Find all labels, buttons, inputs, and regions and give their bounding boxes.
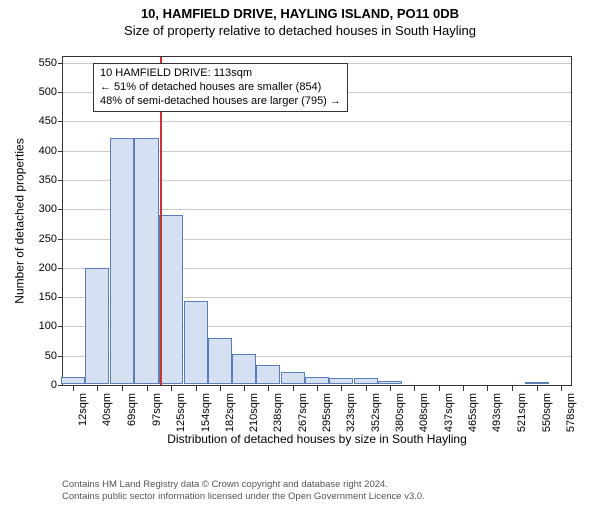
y-tick-label: 500 — [17, 86, 57, 98]
footer-line1: Contains HM Land Registry data © Crown c… — [62, 479, 425, 490]
histogram-bar — [305, 377, 329, 384]
x-tick-label: 12sqm — [77, 393, 89, 426]
histogram-bar — [525, 382, 549, 384]
y-tick-label: 0 — [17, 379, 57, 391]
gridline — [63, 121, 571, 122]
histogram-bar — [110, 138, 134, 384]
y-tick — [58, 121, 63, 122]
y-tick-label: 150 — [17, 291, 57, 303]
annotation-line1: 10 HAMFIELD DRIVE: 113sqm — [100, 67, 341, 81]
histogram-bar — [184, 301, 208, 384]
y-tick — [58, 356, 63, 357]
x-tick-label: 97sqm — [151, 393, 163, 426]
x-tick — [317, 386, 318, 391]
x-tick — [196, 386, 197, 391]
x-tick-label: 437sqm — [443, 393, 455, 432]
y-tick-label: 250 — [17, 233, 57, 245]
x-tick-label: 380sqm — [394, 393, 406, 432]
x-axis-label: Distribution of detached houses by size … — [62, 432, 572, 446]
footer-line2: Contains public sector information licen… — [62, 491, 425, 502]
y-tick — [58, 151, 63, 152]
x-tick — [341, 386, 342, 391]
x-tick — [561, 386, 562, 391]
y-tick-label: 300 — [17, 203, 57, 215]
x-tick — [220, 386, 221, 391]
x-tick-label: 125sqm — [175, 393, 187, 432]
y-tick-label: 450 — [17, 115, 57, 127]
histogram-bar — [208, 338, 232, 384]
x-tick — [512, 386, 513, 391]
x-tick-label: 154sqm — [200, 393, 212, 432]
histogram-bar — [85, 268, 109, 384]
x-tick-label: 238sqm — [272, 393, 284, 432]
y-tick-label: 200 — [17, 262, 57, 274]
x-tick-label: 323sqm — [345, 393, 357, 432]
x-tick-label: 352sqm — [370, 393, 382, 432]
x-tick-label: 578sqm — [565, 393, 577, 432]
plot-area: 05010015020025030035040045050055012sqm40… — [62, 56, 572, 386]
annotation-box: 10 HAMFIELD DRIVE: 113sqm ← 51% of detac… — [93, 63, 348, 112]
x-tick-label: 267sqm — [297, 393, 309, 432]
y-tick — [58, 268, 63, 269]
x-tick-label: 493sqm — [491, 393, 503, 432]
histogram-bar — [134, 138, 158, 384]
annotation-line3: 48% of semi-detached houses are larger (… — [100, 95, 341, 109]
x-tick-label: 182sqm — [224, 393, 236, 432]
y-tick — [58, 209, 63, 210]
x-tick — [537, 386, 538, 391]
y-axis-label: Number of detached properties — [13, 138, 27, 303]
chart-container: 05010015020025030035040045050055012sqm40… — [62, 56, 572, 424]
x-tick-label: 521sqm — [516, 393, 528, 432]
x-tick — [147, 386, 148, 391]
x-tick — [268, 386, 269, 391]
page-title: 10, HAMFIELD DRIVE, HAYLING ISLAND, PO11… — [0, 6, 600, 21]
x-tick-label: 295sqm — [321, 393, 333, 432]
x-tick — [244, 386, 245, 391]
x-tick-label: 408sqm — [418, 393, 430, 432]
x-tick — [97, 386, 98, 391]
footer-attribution: Contains HM Land Registry data © Crown c… — [62, 479, 425, 502]
x-tick-label: 69sqm — [126, 393, 138, 426]
x-tick — [122, 386, 123, 391]
x-tick — [463, 386, 464, 391]
y-tick — [58, 180, 63, 181]
histogram-bar — [61, 377, 85, 384]
x-tick — [439, 386, 440, 391]
y-tick — [58, 385, 63, 386]
histogram-bar — [329, 378, 353, 384]
x-tick-label: 465sqm — [467, 393, 479, 432]
y-tick-label: 50 — [17, 350, 57, 362]
y-tick — [58, 326, 63, 327]
x-tick — [171, 386, 172, 391]
y-tick — [58, 92, 63, 93]
x-tick — [414, 386, 415, 391]
x-tick — [366, 386, 367, 391]
annotation-line2: ← 51% of detached houses are smaller (85… — [100, 81, 341, 95]
y-tick — [58, 63, 63, 64]
x-tick-label: 40sqm — [101, 393, 113, 426]
page-subtitle: Size of property relative to detached ho… — [0, 23, 600, 38]
histogram-bar — [354, 378, 378, 384]
y-tick-label: 400 — [17, 145, 57, 157]
x-tick-label: 550sqm — [541, 393, 553, 432]
x-tick — [487, 386, 488, 391]
x-tick-label: 210sqm — [248, 393, 260, 432]
x-tick — [390, 386, 391, 391]
y-tick-label: 550 — [17, 57, 57, 69]
y-axis-label-wrap: Number of detached properties — [14, 56, 26, 386]
y-tick-label: 350 — [17, 174, 57, 186]
histogram-bar — [281, 372, 305, 384]
x-tick — [293, 386, 294, 391]
x-tick — [73, 386, 74, 391]
histogram-bar — [378, 381, 402, 384]
histogram-bar — [256, 365, 280, 384]
y-tick-label: 100 — [17, 320, 57, 332]
histogram-bar — [232, 354, 256, 384]
y-tick — [58, 297, 63, 298]
y-tick — [58, 239, 63, 240]
